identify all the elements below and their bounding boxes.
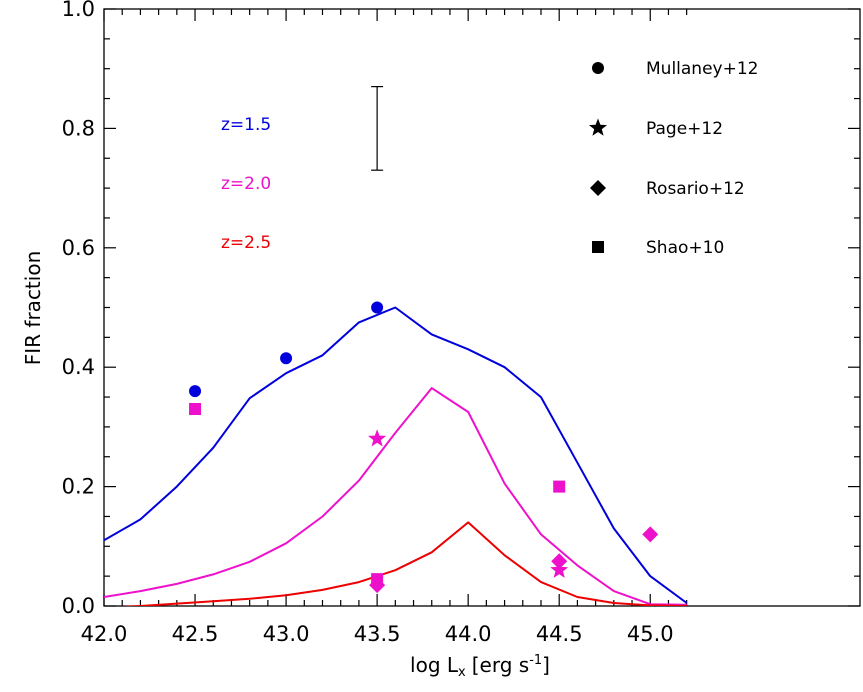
legend-label: Page+12	[646, 119, 723, 139]
series-line-z=2.5	[120, 521, 687, 606]
y-axis-label: FIR fraction	[21, 251, 45, 365]
y-tick-label: 0.4	[62, 355, 95, 379]
point-Mullaney+12	[189, 385, 202, 398]
x-tick-label: 44.0	[445, 622, 492, 646]
legend-label: Shao+10	[646, 238, 724, 258]
x-axis-label-sup: -1	[529, 653, 542, 668]
legend-marker-square	[592, 241, 604, 253]
axis-ticks	[103, 8, 860, 607]
redshift-label: z=2.5	[221, 233, 271, 253]
x-axis-label-sub: x	[458, 665, 466, 680]
x-tick-label: 43.5	[354, 622, 401, 646]
x-axis-label-close: ]	[542, 653, 550, 677]
x-tick-label: 44.5	[536, 622, 583, 646]
y-tick-label: 1.0	[62, 0, 95, 21]
legend-marker-star	[589, 118, 607, 136]
tick-labels: 42.0 42.5 43.0 43.5 44.0 44.5 45.0 0.0 0.2 0.4 0.6…	[62, 0, 674, 646]
point-Shao+10	[189, 402, 202, 415]
x-tick-label: 42.5	[172, 622, 219, 646]
y-tick-label: 0.6	[62, 236, 95, 260]
point-Rosario+12	[642, 526, 659, 543]
legend-label: Rosario+12	[646, 179, 745, 199]
point-Page+12	[368, 429, 387, 447]
point-Page+12	[550, 560, 569, 578]
y-tick-label: 0.2	[62, 475, 95, 499]
model-lines	[104, 306, 688, 606]
redshift-label: z=2.0	[221, 174, 271, 194]
point-Mullaney+12	[371, 301, 384, 314]
x-tick-label: 45.0	[627, 622, 674, 646]
data-points	[189, 301, 659, 594]
plot-frame	[103, 8, 861, 607]
point-Rosario+12	[369, 577, 386, 594]
legend-marker-circle	[592, 62, 604, 74]
y-tick-label: 0.0	[62, 594, 95, 618]
point-Rosario+12	[551, 553, 568, 570]
x-axis-label: log Lx [erg s-1]	[410, 653, 550, 680]
redshift-labels: z=1.5 z=2.0 z=2.5	[221, 115, 271, 253]
x-axis-label-units: [erg s	[472, 653, 529, 677]
y-tick-label: 0.8	[62, 116, 95, 140]
x-tick-label: 43.0	[263, 622, 310, 646]
series-line-z=2.0	[104, 387, 687, 606]
legend-label: Mullaney+12	[646, 59, 758, 79]
redshift-label: z=1.5	[221, 115, 271, 135]
legend-marker-diamond	[590, 180, 606, 196]
legend: Mullaney+12 Page+12 Rosario+12 Shao+10	[589, 59, 758, 258]
error-bar	[371, 86, 384, 171]
point-Mullaney+12	[280, 352, 293, 365]
point-Shao+10	[553, 480, 566, 493]
x-tick-label: 42.0	[81, 622, 128, 646]
series-line-z=1.5	[104, 306, 688, 604]
x-axis-label-main: log L	[410, 653, 459, 677]
